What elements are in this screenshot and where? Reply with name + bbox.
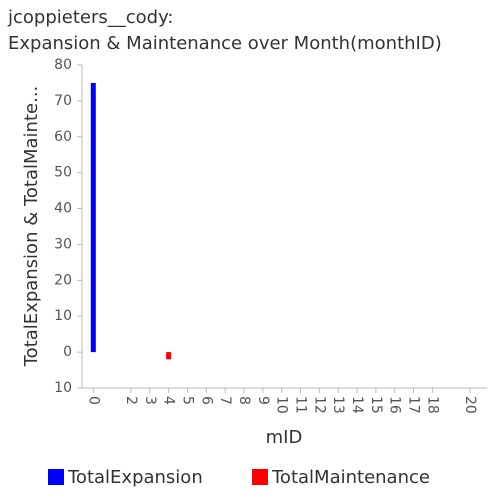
y-tick-label: 60: [54, 129, 72, 145]
y-tick-label: 0: [63, 344, 72, 360]
x-tick-label: 10: [274, 396, 290, 414]
legend-swatch: [48, 469, 64, 485]
x-tick-label: 8: [236, 396, 252, 405]
bar: [166, 352, 172, 360]
bar: [90, 82, 96, 353]
x-tick-label: 0: [85, 396, 101, 405]
y-tick-label: 40: [54, 201, 72, 217]
legend-label: TotalMaintenance: [271, 467, 430, 488]
x-tick-label: 20: [462, 396, 478, 414]
x-tick-label: 4: [161, 396, 177, 405]
x-tick-label: 17: [406, 396, 422, 414]
x-tick-label: 16: [387, 396, 403, 414]
x-tick-label: 5: [179, 396, 195, 405]
y-tick-label: 20: [54, 272, 72, 288]
y-tick-label: 10: [54, 308, 72, 324]
x-tick-label: 15: [368, 396, 384, 414]
y-tick-label: 10: [54, 380, 72, 396]
y-tick-label: 30: [54, 236, 72, 252]
x-tick-label: 9: [255, 396, 271, 405]
x-tick-label: 7: [217, 396, 233, 405]
x-tick-label: 12: [311, 396, 327, 414]
y-tick-label: 50: [54, 165, 72, 181]
x-tick-label: 13: [330, 396, 346, 414]
y-axis-label: TotalExpansion & TotalMainte...: [21, 86, 42, 368]
chart-title: Expansion & Maintenance over Month(month…: [8, 33, 442, 54]
x-tick-label: 2: [123, 396, 139, 405]
y-tick-label: 70: [54, 93, 72, 109]
chart-title: jcoppieters__cody:: [7, 7, 174, 28]
x-axis-label: mID: [266, 427, 303, 448]
legend-swatch: [252, 469, 268, 485]
x-tick-label: 11: [293, 396, 309, 414]
x-tick-label: 18: [424, 396, 440, 414]
x-tick-label: 3: [142, 396, 158, 405]
x-tick-label: 6: [198, 396, 214, 405]
legend-label: TotalExpansion: [67, 467, 203, 488]
y-tick-label: 80: [54, 57, 72, 73]
x-tick-label: 14: [349, 396, 365, 414]
